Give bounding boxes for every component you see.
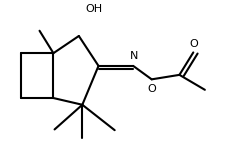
Text: O: O	[189, 39, 198, 49]
Text: OH: OH	[85, 4, 102, 14]
Text: O: O	[147, 83, 156, 93]
Text: N: N	[129, 51, 138, 61]
